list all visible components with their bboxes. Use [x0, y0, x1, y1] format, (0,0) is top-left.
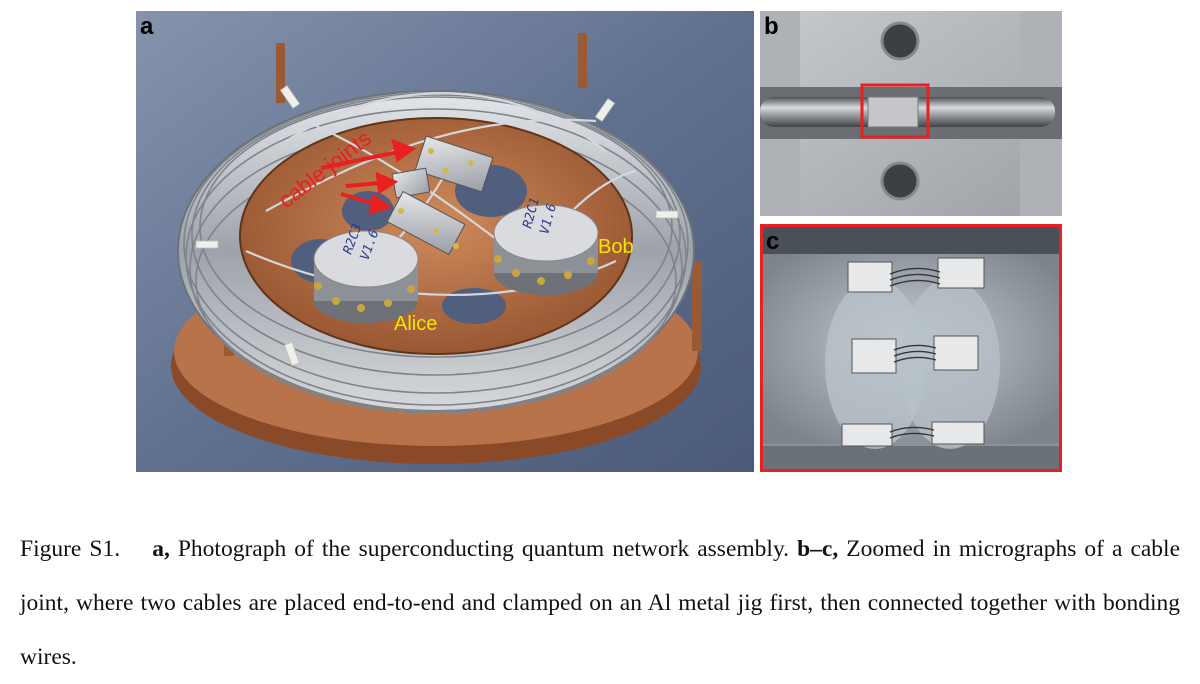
caption-part-a-text: Photograph of the superconducting quantu… [177, 536, 790, 562]
panel-a-photo: R2C3 V1.6 R2C1 V1.6 cable joints Alice B… [136, 11, 754, 472]
panel-c-letter: c [766, 228, 780, 255]
bond-micrograph-illustration [760, 224, 1062, 472]
panel-b-photo: b [760, 11, 1062, 216]
joint-blocks [386, 135, 494, 256]
caption-part-a-tag: a, [152, 536, 170, 562]
jig-micrograph-illustration [760, 11, 1062, 216]
alice-module [313, 230, 419, 323]
bob-module [493, 204, 599, 295]
bob-label: Bob [598, 236, 634, 258]
assembly-photo-illustration: R2C3 V1.6 R2C1 V1.6 cable joints Alice B… [136, 11, 754, 472]
caption-part-bc-tag: b–c, [797, 536, 839, 562]
caption-label: Figure S1. [20, 536, 121, 562]
panel-b-letter: b [764, 13, 779, 40]
alice-label: Alice [394, 313, 437, 335]
panel-c-photo: c [760, 224, 1062, 472]
caption-part-bc-text: Zoomed in micrographs of a cable joint, … [20, 536, 1181, 670]
zoom-region-box [860, 83, 930, 139]
joint-arrows [320, 138, 417, 215]
figure-caption: Figure S1. a, Photograph of the supercon… [20, 522, 1180, 684]
panel-a-letter: a [140, 13, 154, 40]
zoom-frame [760, 224, 1062, 472]
